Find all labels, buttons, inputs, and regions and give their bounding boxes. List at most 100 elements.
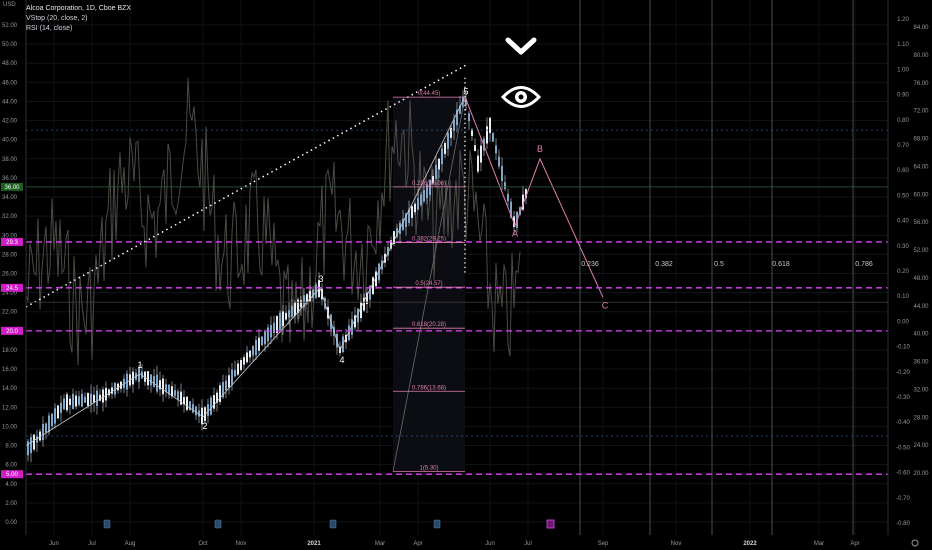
candle-body (57, 405, 59, 419)
candle-body (462, 96, 464, 108)
left-axis-tick: 14.00 (2, 386, 18, 392)
candle-body (81, 393, 83, 407)
right-axis-1-tick: -0.50 (896, 445, 910, 451)
left-axis-tick: 44.00 (2, 99, 18, 105)
event-marker-icon (546, 519, 555, 529)
candle-body (177, 391, 179, 400)
candle-body (393, 231, 395, 244)
candle-body (357, 308, 359, 323)
candle-body (390, 240, 392, 249)
candle-body (78, 396, 80, 405)
candle-body (195, 406, 197, 416)
right-axis-2-tick: 48.00 (913, 276, 929, 282)
legend: Alcoa Corporation, 1D, Cboe BZX VStop (2… (26, 4, 131, 34)
fib-extension-label: 0.236 (581, 261, 599, 268)
candle-body (453, 119, 455, 131)
right-axis-2-tick: 72.00 (913, 109, 929, 115)
candle-body (30, 437, 32, 454)
candle-body (297, 299, 299, 313)
candle-body (282, 311, 284, 327)
wave-label: 5 (463, 87, 468, 97)
right-axis-2-tick: 84.00 (913, 25, 929, 31)
legend-vstop[interactable]: VStop (20, close, 2) (26, 15, 88, 22)
candle-body (66, 394, 68, 411)
wave-label: 3 (318, 274, 323, 284)
legend-symbol[interactable]: Alcoa Corporation, 1D, Cboe BZX (26, 5, 132, 12)
right-axis-1-tick: -0.70 (896, 496, 910, 502)
earnings-marker-icon (214, 519, 222, 529)
right-axis-2-tick: 80.00 (913, 53, 929, 59)
candle-body (510, 201, 512, 218)
candle-body (366, 292, 368, 305)
left-axis-tick: 30.00 (2, 233, 18, 239)
candle-body (468, 113, 470, 122)
candle-body (99, 394, 101, 401)
vertical-separators (579, 0, 854, 535)
candle-body (447, 132, 449, 149)
right-axis-2-tick: 52.00 (913, 248, 929, 254)
candle-body (498, 156, 500, 167)
fib-level-label: 0.236(35.06) (412, 181, 446, 187)
candle-body (363, 297, 365, 311)
candle-body (288, 310, 290, 318)
candle-body (54, 408, 56, 424)
right-axis-2-tick: 76.00 (913, 81, 929, 87)
candle-body (411, 206, 413, 218)
right-axis-1-tick: 1.20 (897, 17, 909, 23)
candle-body (243, 357, 245, 365)
candle-body (285, 312, 287, 320)
fib-diagonal (392, 97, 466, 472)
right-axis-bg (888, 0, 932, 550)
candle-body (501, 166, 503, 182)
x-axis-tick: Nov (671, 541, 682, 547)
candle-body (303, 295, 305, 308)
fib-level-label: 0.618(20.28) (412, 322, 446, 328)
fib-level-label: 0.786(13.68) (412, 385, 446, 391)
candle-body (396, 228, 398, 237)
candle-body (429, 179, 431, 196)
candle-body (312, 289, 314, 298)
wave-label: 1 (137, 360, 142, 370)
correction-label: C (602, 300, 609, 310)
candle-body (435, 164, 437, 180)
candle-body (105, 387, 107, 401)
candle-body (426, 185, 428, 199)
candle-body (522, 194, 524, 210)
candle-body (438, 158, 440, 170)
left-axis-tick: 38.00 (2, 157, 18, 163)
candle-body (93, 394, 95, 403)
candle-body (513, 216, 515, 227)
candle-body (474, 145, 476, 152)
right-axis-1-tick: 0.50 (897, 193, 909, 199)
legend-rsi[interactable]: RSI (14, close) (26, 25, 73, 32)
candle-body (408, 209, 410, 223)
x-axis-tick: Jun (49, 541, 59, 547)
price-badge-label: 24.5 (6, 286, 18, 292)
candle-body (315, 284, 317, 298)
candle-body (150, 374, 152, 386)
right-axis-2-tick: 44.00 (913, 304, 929, 310)
candle-body (27, 441, 29, 456)
right-axis-2-tick: 56.00 (913, 220, 929, 226)
candle-body (414, 203, 416, 213)
left-axis-tick: 36.00 (2, 176, 18, 182)
candle-body (75, 395, 77, 407)
fib-level-label: 0.5(24.57) (415, 281, 442, 287)
price-badge-label: 36.00 (4, 185, 20, 191)
right-axis-1-tick: 0.80 (897, 118, 909, 124)
candle-body (459, 105, 461, 114)
left-axis-tick: 10.00 (2, 424, 18, 430)
candle-body (180, 391, 182, 405)
right-axis-2-tick: 20.00 (913, 471, 929, 477)
right-axis-1-tick: 0.90 (897, 93, 909, 99)
candle-body (255, 339, 257, 356)
abc-projection-path (464, 96, 604, 298)
right-axis-1-tick: -0.30 (896, 395, 910, 401)
right-axis-1-tick: 0.10 (897, 294, 909, 300)
wave-label: 2 (202, 421, 207, 431)
price-badge (1, 182, 23, 191)
candle-body (168, 384, 170, 395)
fib-extension-label: 0.382 (655, 261, 673, 268)
right-axis-1-tick: 0.40 (897, 219, 909, 225)
candle-body (192, 404, 194, 413)
